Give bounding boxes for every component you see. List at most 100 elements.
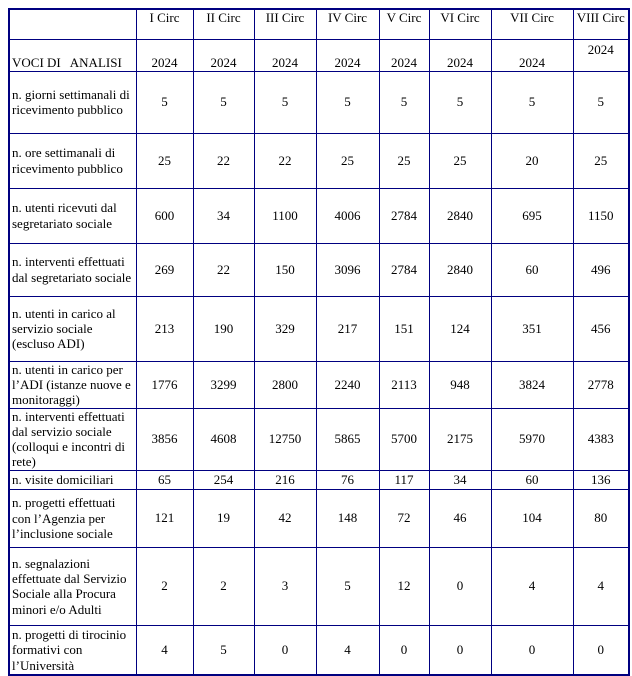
value-cell: 4006 <box>315 187 380 244</box>
value-cell: 19 <box>192 488 255 548</box>
value-cell: 104 <box>490 488 574 548</box>
value-cell: 2 <box>192 546 255 626</box>
value-cell: 5 <box>572 70 630 134</box>
column-header: I Circ <box>135 8 194 40</box>
year-cell: 2024 <box>253 38 317 72</box>
value-cell: 2800 <box>253 360 317 409</box>
value-cell: 4383 <box>572 407 630 471</box>
value-cell: 2840 <box>428 242 492 297</box>
data-row: n. giorni settimanali di ricevimento pub… <box>8 70 630 134</box>
value-cell: 2 <box>135 546 194 626</box>
year-cell: 2024 <box>572 38 630 72</box>
table-body: I Circ II Circ III Circ IV Circ V Circ VI Cir… <box>8 8 630 676</box>
value-cell: 254 <box>192 469 255 490</box>
value-cell: 22 <box>192 132 255 189</box>
column-header: V Circ <box>378 8 430 40</box>
value-cell: 22 <box>192 242 255 297</box>
value-cell: 3096 <box>315 242 380 297</box>
corner-cell <box>8 8 137 40</box>
value-cell: 2240 <box>315 360 380 409</box>
value-cell: 60 <box>490 242 574 297</box>
value-cell: 216 <box>253 469 317 490</box>
value-cell: 1776 <box>135 360 194 409</box>
value-cell: 2784 <box>378 242 430 297</box>
value-cell: 351 <box>490 295 574 362</box>
value-cell: 4 <box>490 546 574 626</box>
value-cell: 269 <box>135 242 194 297</box>
value-cell: 5 <box>135 70 194 134</box>
value-cell: 1150 <box>572 187 630 244</box>
row-label: n. progetti di tirocinio formativi con l… <box>8 624 137 676</box>
value-cell: 5970 <box>490 407 574 471</box>
value-cell: 25 <box>428 132 492 189</box>
column-header: IV Circ <box>315 8 380 40</box>
value-cell: 5 <box>315 70 380 134</box>
year-cell: 2024 <box>428 38 492 72</box>
year-cell: 2024 <box>192 38 255 72</box>
year-cell: 2024 <box>315 38 380 72</box>
value-cell: 3299 <box>192 360 255 409</box>
value-cell: 329 <box>253 295 317 362</box>
row-label: n. segnalazioni effettuate dal Servizio … <box>8 546 137 626</box>
value-cell: 600 <box>135 187 194 244</box>
value-cell: 34 <box>192 187 255 244</box>
value-cell: 5865 <box>315 407 380 471</box>
value-cell: 136 <box>572 469 630 490</box>
value-cell: 46 <box>428 488 492 548</box>
value-cell: 5 <box>315 546 380 626</box>
data-row: n. segnalazioni effettuate dal Servizio … <box>8 546 630 626</box>
value-cell: 0 <box>428 624 492 676</box>
column-header: II Circ <box>192 8 255 40</box>
value-cell: 5 <box>490 70 574 134</box>
value-cell: 25 <box>315 132 380 189</box>
value-cell: 213 <box>135 295 194 362</box>
year-cell: 2024 <box>378 38 430 72</box>
data-row: n. utenti ricevuti dal segretariato soci… <box>8 187 630 244</box>
row-label: n. utenti in carico per l’ADI (istanze n… <box>8 360 137 409</box>
value-cell: 5 <box>253 70 317 134</box>
value-cell: 5 <box>378 70 430 134</box>
column-header: VI Circ <box>428 8 492 40</box>
value-cell: 117 <box>378 469 430 490</box>
value-cell: 25 <box>572 132 630 189</box>
row-label: n. utenti in carico al servizio sociale … <box>8 295 137 362</box>
column-header: VIII Circ <box>572 8 630 40</box>
year-cell: 2024 <box>490 38 574 72</box>
value-cell: 2175 <box>428 407 492 471</box>
value-cell: 456 <box>572 295 630 362</box>
value-cell: 948 <box>428 360 492 409</box>
value-cell: 60 <box>490 469 574 490</box>
value-cell: 124 <box>428 295 492 362</box>
value-cell: 5 <box>192 70 255 134</box>
data-row: n. interventi effettuati dal servizio so… <box>8 407 630 471</box>
value-cell: 5700 <box>378 407 430 471</box>
data-row: n. progetti effettuati con l’Agenzia per… <box>8 488 630 548</box>
value-cell: 0 <box>378 624 430 676</box>
value-cell: 25 <box>378 132 430 189</box>
value-cell: 25 <box>135 132 194 189</box>
header-row: I Circ II Circ III Circ IV Circ V Circ VI Cir… <box>8 8 630 40</box>
value-cell: 150 <box>253 242 317 297</box>
value-cell: 217 <box>315 295 380 362</box>
row-label: n. giorni settimanali di ricevimento pub… <box>8 70 137 134</box>
value-cell: 2840 <box>428 187 492 244</box>
value-cell: 42 <box>253 488 317 548</box>
row-label: n. utenti ricevuti dal segretariato soci… <box>8 187 137 244</box>
column-header: III Circ <box>253 8 317 40</box>
value-cell: 12750 <box>253 407 317 471</box>
data-row: n. progetti di tirocinio formativi con l… <box>8 624 630 676</box>
table-title-cell: VOCI DI ANALISI <box>8 38 137 72</box>
value-cell: 34 <box>428 469 492 490</box>
data-row: n. interventi effettuati dal segretariat… <box>8 242 630 297</box>
value-cell: 3 <box>253 546 317 626</box>
row-label: n. interventi effettuati dal servizio so… <box>8 407 137 471</box>
value-cell: 65 <box>135 469 194 490</box>
value-cell: 5 <box>192 624 255 676</box>
value-cell: 80 <box>572 488 630 548</box>
value-cell: 72 <box>378 488 430 548</box>
row-label: n. interventi effettuati dal segretariat… <box>8 242 137 297</box>
value-cell: 22 <box>253 132 317 189</box>
value-cell: 20 <box>490 132 574 189</box>
value-cell: 4 <box>572 546 630 626</box>
